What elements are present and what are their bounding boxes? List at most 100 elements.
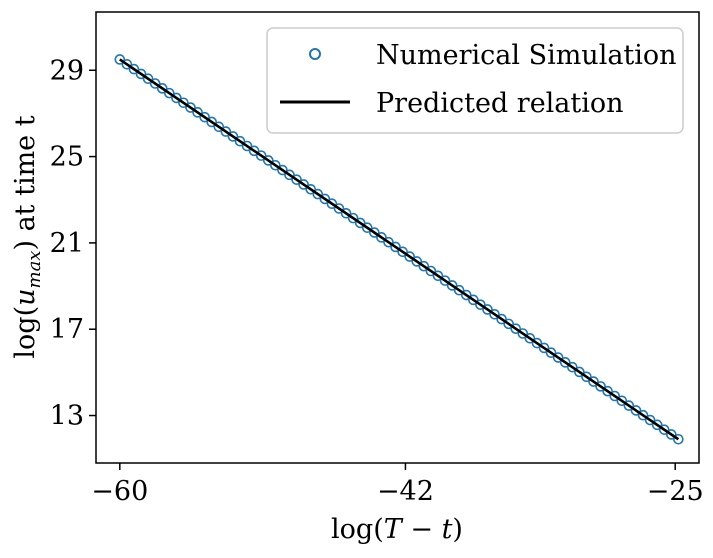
data-point (545, 347, 557, 359)
data-point (298, 179, 309, 190)
data-point (411, 256, 423, 267)
y-tick-label: 13 (50, 401, 84, 432)
data-point (552, 352, 564, 363)
data-point (128, 63, 140, 75)
data-point (468, 294, 479, 306)
y-tick-label: 17 (50, 314, 84, 345)
data-point (524, 333, 536, 344)
data-point (291, 174, 302, 185)
data-point (673, 433, 684, 445)
data-point (503, 318, 514, 330)
predicted-relation-line (119, 58, 680, 441)
data-marks (114, 54, 684, 445)
data-point (567, 361, 578, 373)
data-point (574, 366, 585, 378)
data-point (171, 92, 182, 104)
data-point (114, 54, 126, 65)
data-point (581, 371, 592, 383)
data-point (312, 188, 324, 200)
data-point (475, 299, 486, 310)
data-point (630, 405, 642, 416)
y-axis-label: log(umax) at time t (10, 115, 45, 358)
data-point (213, 121, 225, 133)
data-point (602, 385, 613, 397)
data-point (185, 102, 196, 113)
x-tick-label: −25 (647, 476, 704, 507)
data-point (227, 131, 239, 142)
legend-marker-numerical-simulation (309, 48, 321, 60)
data-point (354, 217, 366, 229)
data-point (284, 169, 295, 181)
data-point (192, 107, 203, 118)
data-point (206, 116, 218, 128)
data-point (644, 414, 656, 426)
data-point (665, 429, 677, 440)
data-point (588, 376, 599, 387)
data-point (517, 328, 529, 339)
data-point (390, 241, 401, 253)
data-point (178, 97, 189, 109)
data-point (453, 284, 465, 296)
data-point (277, 164, 288, 176)
data-point (270, 159, 281, 171)
data-point (156, 83, 168, 94)
data-point (241, 140, 253, 152)
data-point (489, 308, 500, 320)
data-point (383, 236, 394, 248)
data-point (361, 222, 373, 234)
data-point (326, 198, 338, 209)
data-point (397, 246, 408, 258)
legend-label-predicted-relation: Predicted relation (376, 88, 624, 119)
x-tick-label: −60 (91, 476, 148, 507)
data-point (538, 342, 550, 354)
data-point (609, 390, 621, 402)
data-point (496, 313, 507, 325)
data-point (595, 381, 606, 392)
data-point (305, 183, 317, 195)
data-point (510, 323, 522, 334)
data-point (559, 357, 571, 368)
data-point (623, 400, 635, 411)
data-point (658, 424, 670, 435)
data-point (418, 260, 430, 272)
legend: Numerical Simulation Predicted relation (266, 27, 684, 134)
data-point (333, 203, 345, 214)
y-axis-ticks: 13 17 21 25 29 (50, 55, 96, 432)
data-point (347, 212, 359, 224)
data-point (164, 87, 175, 99)
x-tick-label: −42 (377, 476, 434, 507)
legend-label-numerical-simulation: Numerical Simulation (376, 40, 677, 71)
y-tick-label: 29 (50, 55, 84, 86)
data-point (234, 135, 246, 147)
data-point (220, 126, 232, 137)
data-point (376, 232, 387, 243)
data-point (616, 395, 628, 407)
data-point (637, 409, 649, 421)
legend-box (266, 27, 684, 134)
data-point (248, 145, 260, 157)
data-point (425, 265, 437, 277)
data-point (369, 227, 380, 238)
data-point (142, 73, 154, 84)
data-point (255, 150, 267, 161)
y-tick-label: 21 (50, 228, 84, 259)
x-axis-label: log(T − t) (331, 514, 463, 545)
x-axis-ticks: −60 −42 −25 (91, 463, 704, 507)
data-point (460, 289, 472, 301)
y-tick-label: 25 (50, 142, 84, 173)
data-point (432, 270, 444, 282)
data-point (446, 280, 458, 291)
data-point (149, 78, 161, 89)
data-point (135, 68, 147, 80)
data-point (262, 155, 274, 166)
data-point (531, 337, 543, 349)
data-point (199, 111, 210, 123)
data-point (121, 58, 133, 70)
data-point (482, 304, 493, 315)
data-point (319, 193, 331, 205)
data-point (404, 251, 415, 262)
data-point (340, 208, 352, 219)
data-point (439, 275, 451, 286)
data-point (651, 419, 663, 431)
